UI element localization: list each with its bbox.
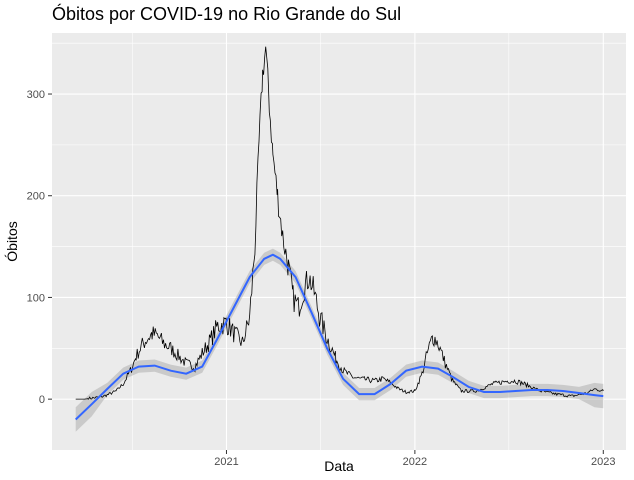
y-tick-label: 300 [27,89,45,101]
x-tick-label: 2022 [403,456,427,468]
y-axis-title: Óbitos [4,221,20,261]
x-tick-label: 2023 [591,456,615,468]
x-axis-title: Data [324,458,354,474]
x-axis: 2021 2022 2023 [214,450,615,468]
y-tick-label: 200 [27,191,45,203]
y-tick-label: 0 [39,394,45,406]
y-axis: 0 100 200 300 [27,89,52,406]
x-tick-label: 2021 [214,456,238,468]
y-tick-label: 100 [27,292,45,304]
